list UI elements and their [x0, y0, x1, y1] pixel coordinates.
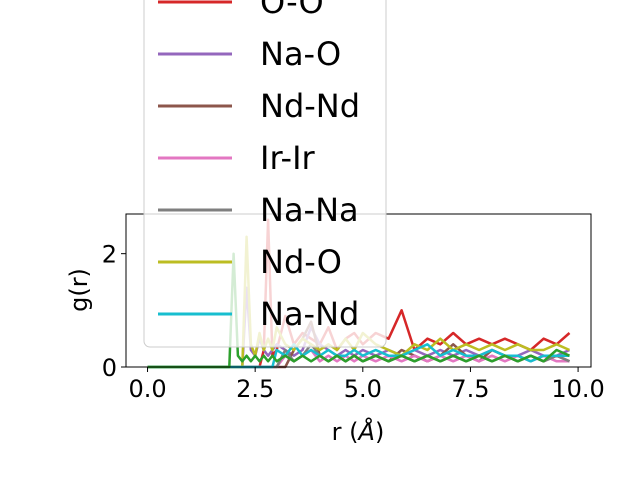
x-tick-label: 2.5	[236, 375, 274, 403]
legend-label-na-na: Na-Na	[260, 191, 359, 229]
y-tick-label: 0	[102, 354, 117, 382]
y-tick-label: 2	[102, 241, 117, 269]
legend-label-na-nd: Na-Nd	[260, 295, 359, 333]
legend-label-nd-nd: Nd-Nd	[260, 87, 360, 125]
y-axis-label: g(r)	[65, 268, 93, 312]
legend: O-O Na-O Nd-Nd Ir-Ir Na-Na Nd-O Na-Nd	[143, 0, 387, 348]
x-tick-label: 5.0	[344, 375, 382, 403]
legend-label-ir-ir: Ir-Ir	[260, 139, 316, 177]
y-ticks: 02	[102, 241, 126, 382]
legend-label-o-o: O-O	[260, 0, 324, 21]
x-tick-label: 0.0	[128, 375, 166, 403]
series-line-unlabeled-7	[147, 252, 571, 369]
legend-box	[143, 0, 387, 348]
x-axis-label: r (Å)	[332, 417, 385, 446]
x-tick-label: 7.5	[451, 375, 489, 403]
legend-label-na-o: Na-O	[260, 35, 341, 73]
x-ticks: 0.0 2.5 5.0 7.5 10.0	[128, 367, 605, 403]
x-tick-label: 10.0	[551, 375, 604, 403]
legend-label-nd-o: Nd-O	[260, 243, 342, 281]
